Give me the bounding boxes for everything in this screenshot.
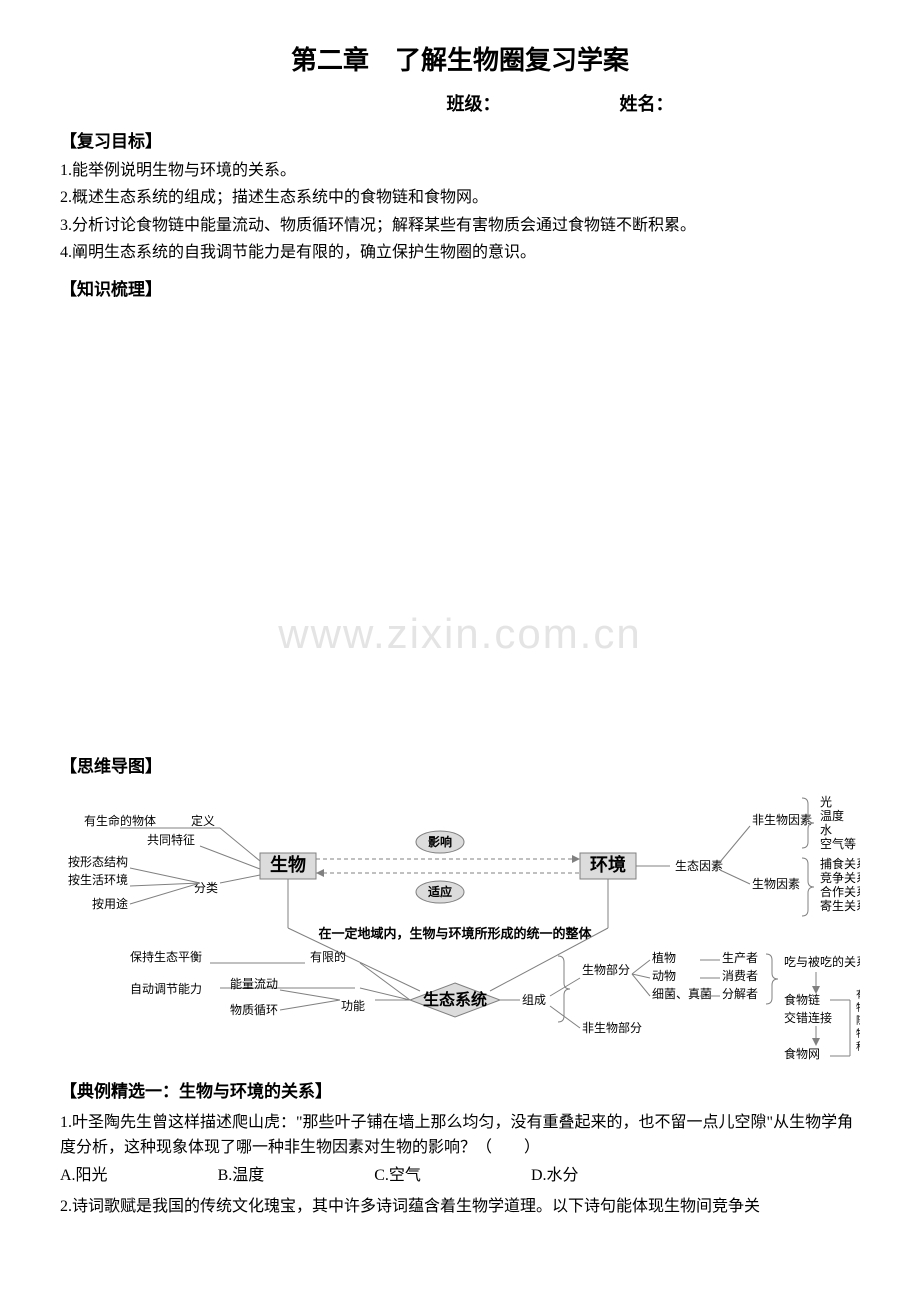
svg-text:定义: 定义	[191, 813, 215, 828]
mindmap-diagram: 影响适应生物环境定义有生命的物体共同特征分类按形态结构按生活环境按用途生态因素非…	[60, 788, 860, 1068]
knowledge-heading: 【知识梳理】	[60, 276, 860, 303]
svg-text:光: 光	[820, 795, 832, 809]
svg-text:吃与被吃的关系: 吃与被吃的关系	[784, 954, 860, 969]
svg-text:生物部分: 生物部分	[582, 962, 630, 977]
objective-item: 4.阐明生态系统的自我调节能力是有限的，确立保护生物圈的意识。	[60, 240, 860, 266]
svg-text:积累: 积累	[856, 1041, 860, 1053]
name-label: 姓名：	[620, 94, 674, 114]
svg-text:非生物因素: 非生物因素	[752, 813, 812, 827]
class-label: 班级：	[447, 94, 501, 114]
svg-text:按形态结构: 按形态结构	[68, 854, 128, 869]
question-2-stem: 2.诗词歌赋是我国的传统文化瑰宝，其中许多诗词蕴含着生物学道理。以下诗句能体现生…	[60, 1194, 860, 1220]
svg-text:保持生态平衡: 保持生态平衡	[130, 949, 202, 964]
svg-text:有毒: 有毒	[856, 988, 860, 1001]
svg-text:影响: 影响	[428, 834, 452, 849]
svg-text:有生命的物体: 有生命的物体	[84, 813, 156, 828]
svg-text:食物链: 食物链	[784, 992, 820, 1007]
mindmap-heading: 【思维导图】	[60, 753, 860, 780]
svg-text:消费者: 消费者	[722, 969, 758, 983]
svg-text:能量流动: 能量流动	[230, 977, 278, 991]
objectives-heading: 【复习目标】	[60, 128, 860, 155]
svg-text:寄生关系: 寄生关系	[820, 898, 860, 913]
svg-text:共同特征: 共同特征	[147, 832, 195, 847]
option-b: B.温度	[218, 1163, 265, 1189]
question-1-stem: 1.叶圣陶先生曾这样描述爬山虎："那些叶子铺在墙上那么均匀，没有重叠起来的，也不…	[60, 1110, 860, 1161]
svg-text:交错连接: 交错连接	[784, 1010, 832, 1025]
page-title: 第二章 了解生物圈复习学案	[60, 40, 860, 82]
svg-text:空气等: 空气等	[820, 836, 856, 851]
svg-text:物质: 物质	[856, 1001, 860, 1014]
svg-text:按生活环境: 按生活环境	[68, 872, 128, 887]
option-a: A.阳光	[60, 1163, 108, 1189]
svg-text:功能: 功能	[341, 999, 365, 1013]
svg-text:非生物部分: 非生物部分	[582, 1020, 642, 1035]
svg-text:细菌、真菌: 细菌、真菌	[652, 987, 712, 1001]
svg-text:食物网: 食物网	[784, 1046, 820, 1061]
objective-item: 3.分析讨论食物链中能量流动、物质循环情况；解释某些有害物质会通过食物链不断积累…	[60, 213, 860, 239]
svg-text:组成: 组成	[522, 993, 546, 1007]
svg-text:生物因素: 生物因素	[752, 877, 800, 891]
svg-text:适应: 适应	[428, 884, 452, 899]
svg-text:物链: 物链	[856, 1027, 860, 1040]
svg-text:在一定地域内，生物与环境所形成的统一的整体: 在一定地域内，生物与环境所形成的统一的整体	[318, 926, 592, 941]
svg-text:捕食关系: 捕食关系	[820, 856, 860, 871]
svg-text:有限的: 有限的	[310, 949, 346, 964]
svg-text:环境: 环境	[590, 854, 626, 875]
svg-text:分解者: 分解者	[722, 987, 758, 1001]
svg-text:生物: 生物	[270, 854, 306, 875]
objective-item: 1.能举例说明生物与环境的关系。	[60, 158, 860, 184]
svg-text:竞争关系: 竞争关系	[820, 871, 860, 885]
class-name-row: 班级： 姓名：	[60, 90, 860, 119]
svg-text:物质循环: 物质循环	[230, 1003, 278, 1017]
svg-text:水: 水	[820, 823, 832, 837]
svg-text:随食: 随食	[856, 1014, 860, 1027]
svg-text:温度: 温度	[820, 808, 844, 823]
example1-heading: 【典例精选一：生物与环境的关系】	[60, 1078, 860, 1105]
objective-item: 2.概述生态系统的组成；描述生态系统中的食物链和食物网。	[60, 185, 860, 211]
svg-text:生态系统: 生态系统	[423, 990, 487, 1009]
svg-text:自动调节能力: 自动调节能力	[130, 982, 202, 996]
svg-text:动物: 动物	[652, 969, 676, 983]
blank-area	[60, 303, 860, 743]
question-1-options: A.阳光 B.温度 C.空气 D.水分	[60, 1163, 860, 1189]
svg-text:合作关系: 合作关系	[820, 884, 860, 899]
svg-text:植物: 植物	[652, 950, 676, 965]
svg-text:生产者: 生产者	[722, 951, 758, 965]
svg-text:按用途: 按用途	[92, 896, 128, 911]
option-d: D.水分	[531, 1163, 579, 1189]
option-c: C.空气	[374, 1163, 421, 1189]
svg-text:生态因素: 生态因素	[675, 859, 723, 873]
